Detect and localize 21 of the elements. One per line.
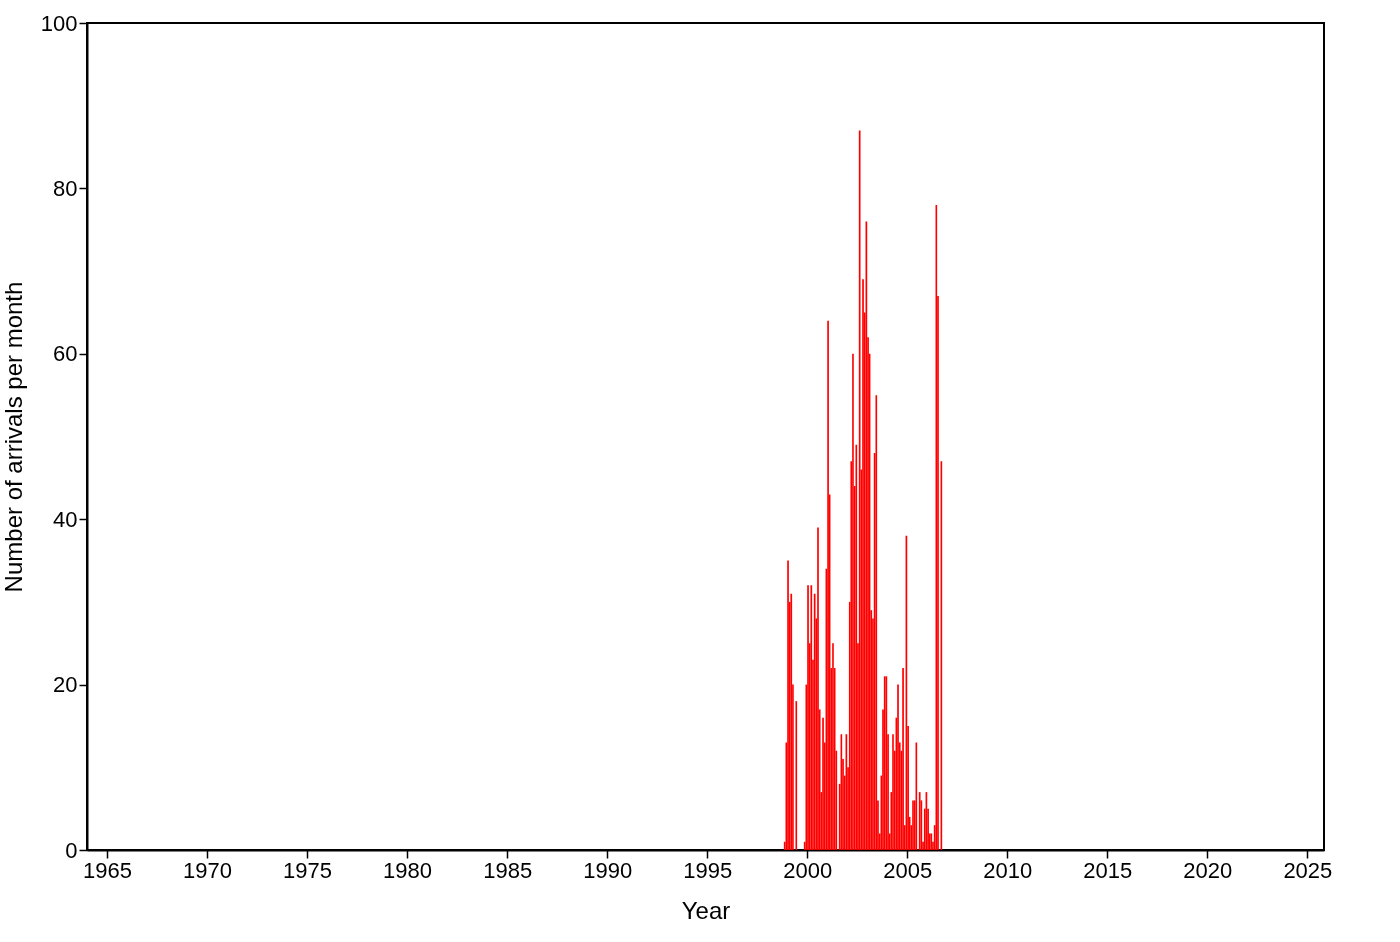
x-tick-label: 1975 — [283, 857, 333, 883]
x-axis-title: Year — [681, 896, 731, 924]
y-tick-label: 60 — [53, 341, 78, 367]
x-tick-label: 2015 — [1083, 857, 1133, 883]
y-tick-label: 0 — [65, 837, 78, 863]
x-tick-label: 2000 — [783, 857, 833, 883]
y-tick-label: 80 — [53, 175, 78, 201]
y-tick-label: 40 — [53, 506, 78, 532]
x-tick-label: 1990 — [583, 857, 633, 883]
x-tick-label: 1970 — [183, 857, 233, 883]
x-tick-label: 2010 — [983, 857, 1033, 883]
x-tick-label: 1965 — [83, 857, 133, 883]
x-tick-label: 1985 — [483, 857, 533, 883]
x-tick-label: 2025 — [1283, 857, 1333, 883]
x-tick-label: 2005 — [883, 857, 933, 883]
x-tick-label: 1995 — [683, 857, 733, 883]
y-tick-label: 100 — [40, 10, 78, 36]
y-tick-label: 20 — [53, 672, 78, 698]
x-tick-label: 2020 — [1183, 857, 1233, 883]
y-axis-title: Number of arrivals per month — [0, 281, 27, 593]
x-tick-label: 1980 — [383, 857, 433, 883]
